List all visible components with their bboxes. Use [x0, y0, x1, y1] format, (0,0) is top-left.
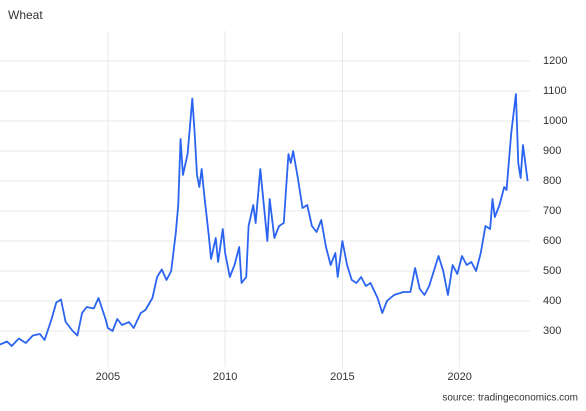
y-tick-label: 1000: [543, 115, 567, 127]
price-line: [0, 93, 529, 347]
chart-title: Wheat: [8, 8, 43, 22]
y-tick-label: 1100: [543, 85, 567, 97]
y-tick-label: 700: [543, 205, 561, 217]
y-tick-label: 900: [543, 145, 561, 157]
y-tick-label: 500: [543, 265, 561, 277]
x-tick-label: 2005: [96, 371, 120, 383]
x-tick-label: 2015: [330, 371, 354, 383]
y-tick-label: 300: [543, 325, 561, 337]
y-tick-label: 800: [543, 175, 561, 187]
source-note: source: tradingeconomics.com: [442, 393, 578, 404]
x-tick-label: 2010: [213, 371, 237, 383]
x-tick-label: 2020: [447, 371, 471, 383]
y-tick-label: 600: [543, 235, 561, 247]
y-tick-label: 1200: [543, 55, 567, 67]
y-tick-label: 400: [543, 295, 561, 307]
